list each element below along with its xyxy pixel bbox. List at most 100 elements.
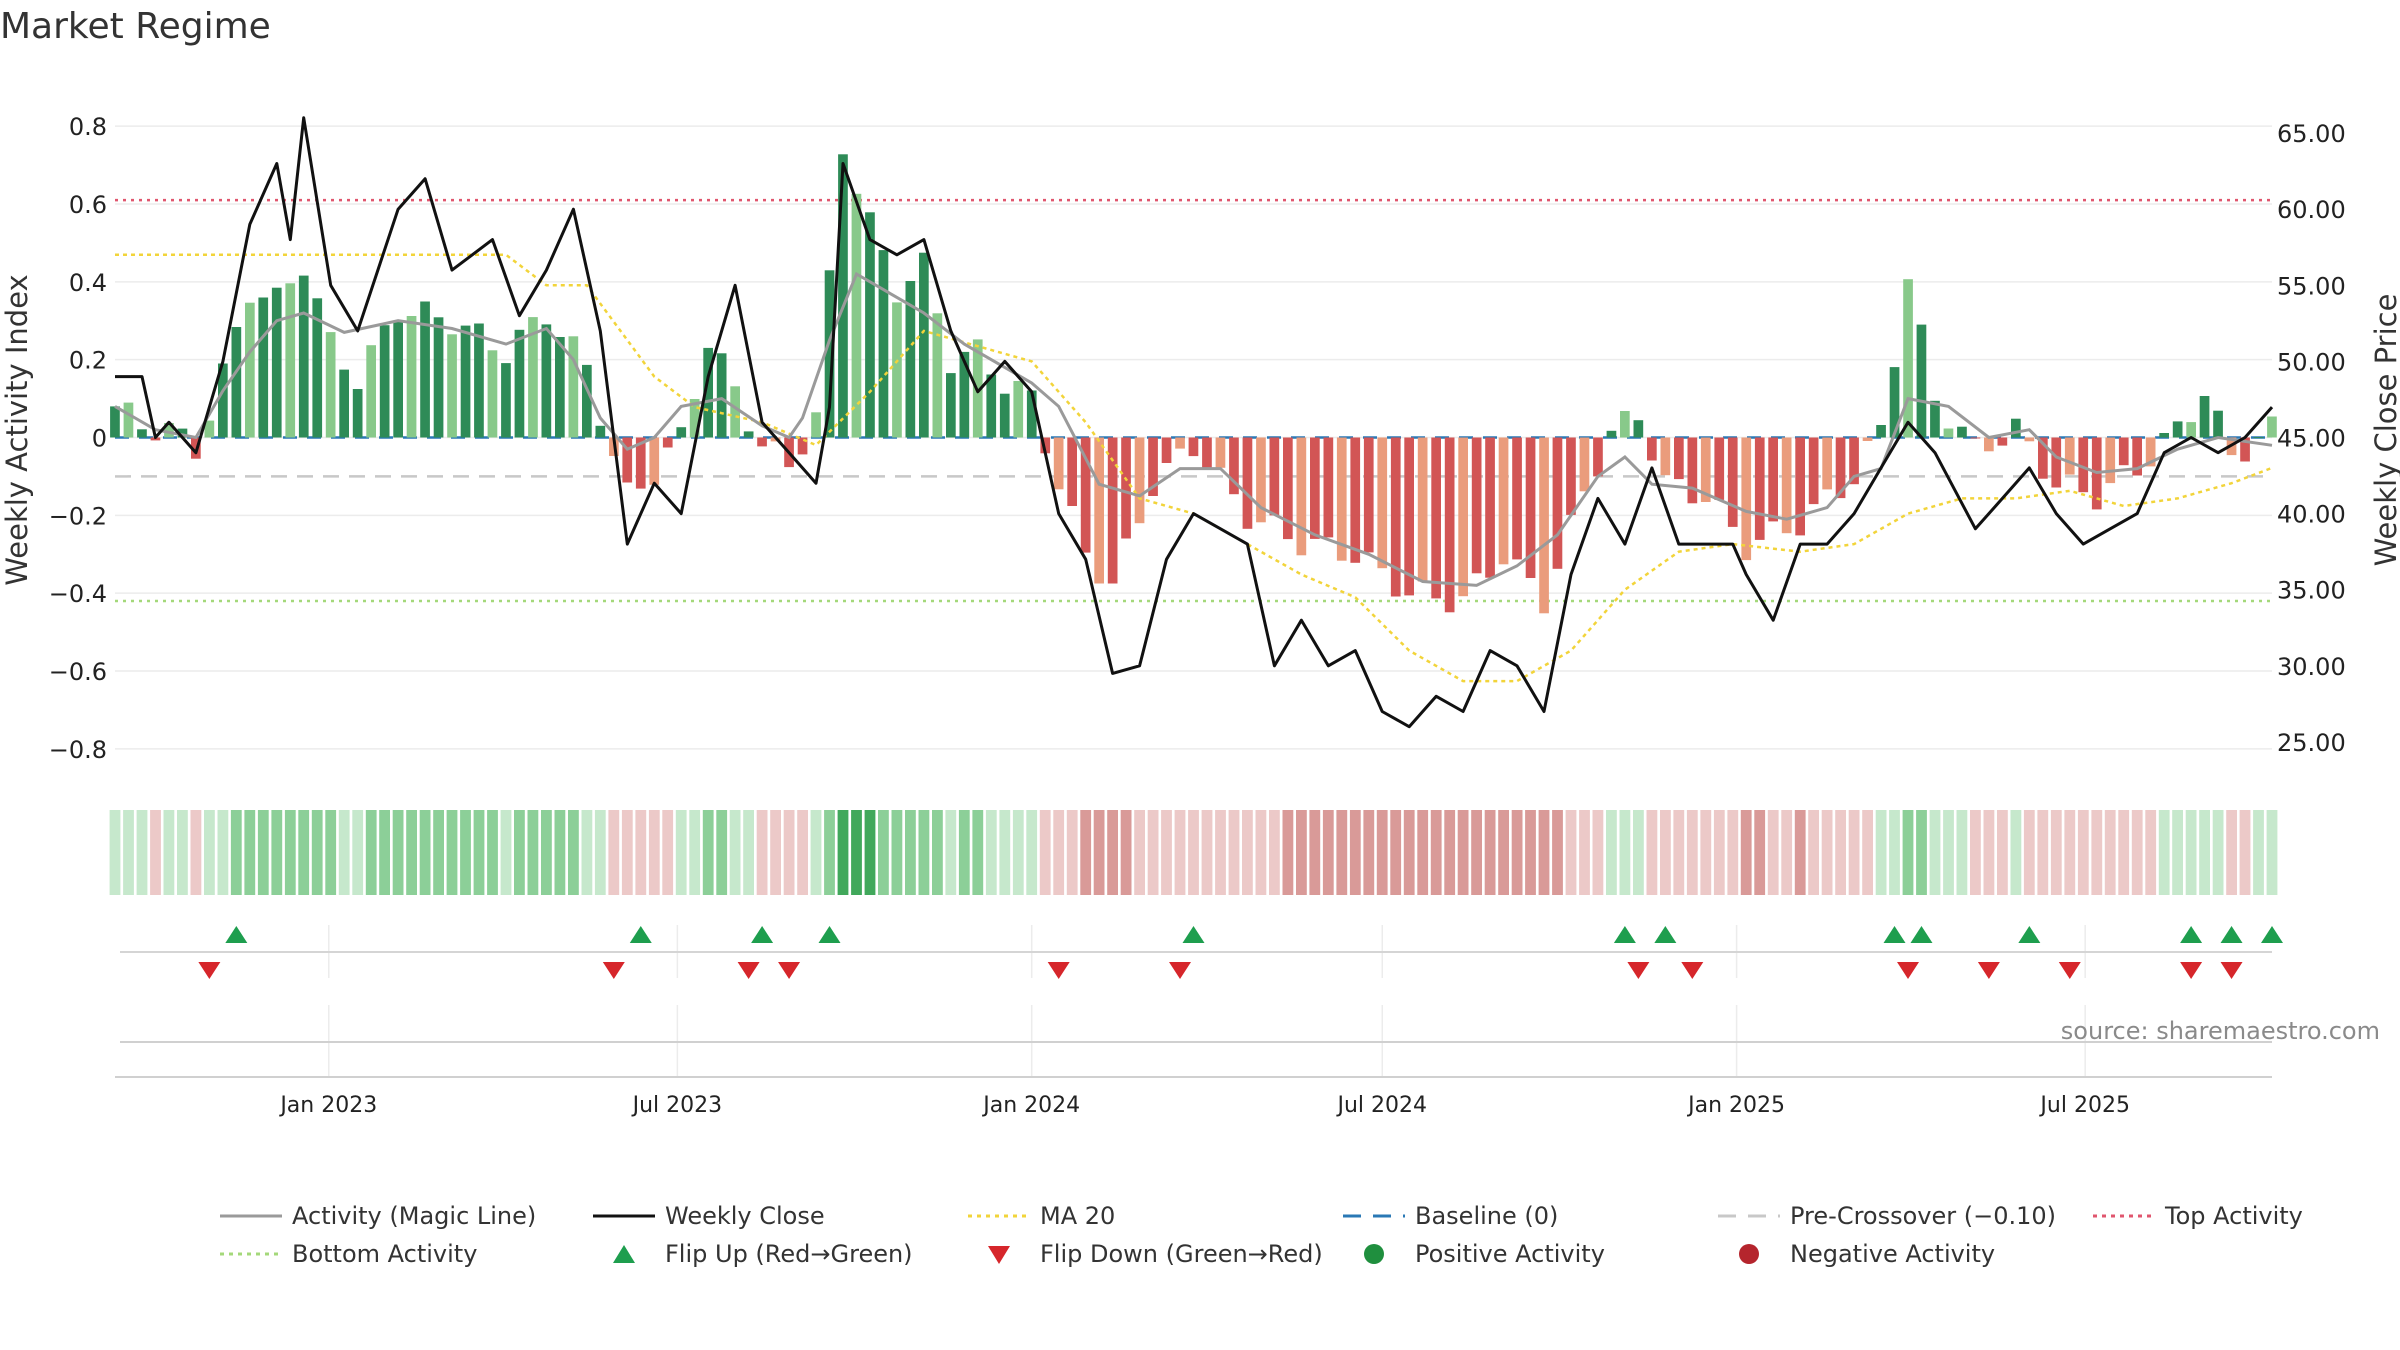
heat-cell — [972, 810, 984, 895]
flip-up-marker — [1883, 926, 1906, 943]
heat-cell — [1835, 810, 1846, 895]
activity-bar — [447, 334, 457, 438]
activity-bar — [2199, 396, 2210, 438]
activity-bar — [946, 373, 956, 438]
activity-bar — [2064, 437, 2075, 475]
left-tick-label: 0.2 — [69, 347, 107, 375]
legend-item: Activity (Magic Line) — [220, 1202, 536, 1230]
heat-cell — [1956, 810, 1968, 895]
activity-bar — [2213, 410, 2223, 438]
heat-cell — [851, 810, 862, 895]
activity-bar — [1013, 381, 1024, 438]
heat-cell — [1606, 810, 1617, 895]
activity-bar — [1161, 437, 1172, 463]
heat-cell — [1619, 810, 1631, 895]
flip-down-marker — [1169, 962, 1192, 979]
flip-up-marker — [2261, 926, 2283, 943]
heat-cell — [406, 810, 417, 895]
heat-cell — [1349, 810, 1361, 895]
heat-cell — [689, 810, 701, 895]
legend-label: Flip Down (Green→Red) — [1040, 1240, 1323, 1268]
activity-bar — [1552, 437, 1563, 569]
flip-down-marker — [1047, 962, 1070, 979]
activity-bar — [1741, 437, 1752, 561]
heat-cell — [2145, 810, 2157, 895]
flip-up-marker — [2180, 926, 2203, 943]
activity-bar — [164, 423, 174, 438]
activity-bar — [743, 431, 754, 438]
right-tick-label: 60.00 — [2277, 196, 2346, 224]
activity-bar — [204, 420, 215, 438]
left-tick-label: −0.2 — [49, 502, 107, 530]
heat-cell — [1633, 810, 1644, 895]
activity-bar — [1687, 437, 1698, 504]
legend-swatch — [1739, 1244, 1759, 1264]
legend-item: Flip Up (Red→Green) — [613, 1240, 913, 1268]
activity-bar — [1485, 437, 1495, 578]
flip-up-marker — [1654, 926, 1677, 943]
activity-bar — [797, 437, 808, 455]
legend-item: Baseline (0) — [1343, 1202, 1558, 1230]
heat-cell — [581, 810, 593, 895]
activity-bar — [1040, 437, 1051, 454]
heat-cell — [1026, 810, 1038, 895]
activity-bar — [689, 399, 700, 438]
heat-cell — [1889, 810, 1900, 895]
heat-cell — [1511, 810, 1523, 895]
right-tick-label: 55.00 — [2277, 272, 2346, 300]
activity-bar — [1566, 437, 1576, 515]
activity-bar — [2038, 437, 2048, 479]
activity-bar — [595, 425, 606, 438]
activity-bar — [1862, 437, 1873, 441]
activity-bar — [2186, 422, 2196, 438]
activity-bar — [1256, 437, 1266, 523]
heat-cell — [1444, 810, 1456, 895]
heat-cell — [702, 810, 714, 895]
left-tick-label: 0.4 — [69, 269, 107, 297]
heat-cell — [770, 810, 781, 895]
left-axis-title: Weekly Activity Index — [0, 274, 34, 585]
activity-bar — [339, 369, 349, 438]
flip-down-marker — [778, 962, 801, 979]
heat-cell — [1376, 810, 1388, 895]
activity-bar — [1336, 437, 1347, 561]
heat-cell — [217, 810, 229, 895]
heat-cell — [1525, 810, 1536, 895]
heat-cell — [1902, 810, 1914, 895]
heat-cell — [554, 810, 566, 895]
legend-item: Negative Activity — [1739, 1240, 1995, 1268]
activity-bar — [1283, 437, 1293, 540]
heat-cell — [635, 810, 647, 895]
legend-swatch — [1364, 1244, 1384, 1264]
activity-bar — [2024, 437, 2035, 442]
heat-cell — [1767, 810, 1779, 895]
heat-cell — [1484, 810, 1496, 895]
activity-bar — [1363, 437, 1374, 553]
heat-cell — [352, 810, 364, 895]
activity-bar — [1229, 437, 1239, 495]
legend-label: Weekly Close — [665, 1202, 825, 1230]
activity-bar — [959, 351, 970, 438]
activity-bar — [393, 321, 403, 438]
heat-cell — [1821, 810, 1833, 895]
left-tick-label: −0.4 — [49, 580, 107, 608]
activity-bar — [730, 386, 740, 438]
activity-bar — [325, 332, 336, 438]
heat-cell — [325, 810, 337, 895]
heat-cell — [985, 810, 997, 895]
heat-cell — [783, 810, 795, 895]
flip-down-marker — [1977, 962, 2000, 979]
activity-bar — [487, 350, 498, 438]
activity-bar — [649, 437, 660, 485]
activity-bar — [258, 297, 269, 438]
heat-cell — [958, 810, 970, 895]
heat-cell — [1983, 810, 1995, 895]
heat-cell — [1538, 810, 1550, 895]
heat-cell — [945, 810, 957, 895]
activity-bar — [541, 324, 552, 438]
heat-cell — [608, 810, 620, 895]
activity-bar — [271, 287, 282, 438]
activity-bar — [568, 336, 579, 438]
heat-cell — [163, 810, 175, 895]
activity-bar — [1053, 437, 1064, 490]
